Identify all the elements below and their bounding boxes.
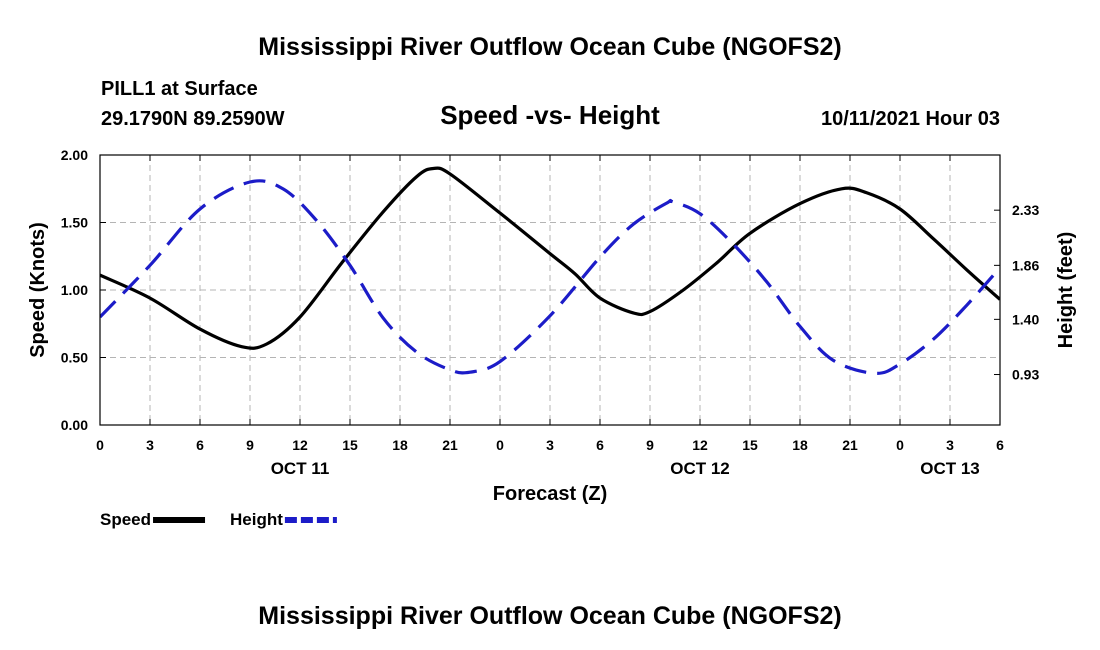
x-tick-label: 0 — [496, 437, 504, 453]
series-lines — [100, 166, 1000, 375]
legend: Speed Height — [100, 510, 337, 529]
x-tick-label: 3 — [146, 437, 154, 453]
x-tick-label: 3 — [946, 437, 954, 453]
station-label: PILL1 at Surface — [101, 78, 258, 100]
chart-heading: Speed -vs- Height — [440, 100, 660, 130]
x-tick-label: 0 — [896, 437, 904, 453]
date-label: OCT 11 — [271, 459, 330, 478]
x-tick-label: 12 — [292, 437, 308, 453]
x-tick-label: 6 — [596, 437, 604, 453]
y-tick-label: 2.00 — [61, 147, 88, 163]
forecast-timestamp: 10/11/2021 Hour 03 — [821, 108, 1000, 130]
y-axis-label: Speed (Knots) — [27, 222, 49, 358]
date-label: OCT 13 — [920, 459, 980, 478]
x-axis-label: Forecast (Z) — [493, 483, 607, 505]
legend-label-speed: Speed — [100, 510, 151, 529]
y2-tick-label: 2.33 — [1012, 202, 1039, 218]
x-tick-label: 9 — [246, 437, 254, 453]
footer-title: Mississippi River Outflow Ocean Cube (NG… — [258, 602, 841, 630]
y2-tick-label: 1.86 — [1012, 257, 1039, 273]
x-tick-label: 18 — [392, 437, 408, 453]
series-line-height — [100, 179, 1000, 375]
station-coordinates: 29.1790N 89.2590W — [101, 108, 285, 130]
x-tick-label: 12 — [692, 437, 708, 453]
y-tick-label: 0.00 — [61, 417, 88, 433]
x-tick-label: 21 — [442, 437, 458, 453]
date-label: OCT 12 — [670, 459, 730, 478]
x-tick-label: 9 — [646, 437, 654, 453]
legend-label-height: Height — [230, 510, 283, 529]
y-tick-label: 1.50 — [61, 215, 88, 231]
x-axis-ticks: 0 3 6 9 12 15 18 21 0 3 6 9 12 15 18 21 0 3 6 OCT 11 OCT 12 O… — [96, 155, 1004, 478]
x-tick-label: 21 — [842, 437, 858, 453]
y2-axis-ticks: 0.93 1.40 1.86 2.33 — [994, 202, 1039, 383]
x-tick-label: 0 — [96, 437, 104, 453]
x-tick-label: 3 — [546, 437, 554, 453]
y2-tick-label: 0.93 — [1012, 367, 1039, 383]
x-tick-label: 18 — [792, 437, 808, 453]
y2-axis-label: Height (feet) — [1055, 232, 1077, 349]
y-tick-label: 1.00 — [61, 282, 88, 298]
y-axis-ticks: 0.00 0.50 1.00 1.50 2.00 — [61, 147, 106, 433]
y-tick-label: 0.50 — [61, 350, 88, 366]
x-tick-label: 15 — [342, 437, 358, 453]
chart-title: Mississippi River Outflow Ocean Cube (NG… — [258, 33, 841, 61]
x-tick-label: 6 — [196, 437, 204, 453]
y2-tick-label: 1.40 — [1012, 311, 1039, 327]
grid-lines — [100, 155, 1000, 425]
x-tick-label: 15 — [742, 437, 758, 453]
x-tick-label: 6 — [996, 437, 1004, 453]
series-line-speed — [100, 166, 1000, 350]
